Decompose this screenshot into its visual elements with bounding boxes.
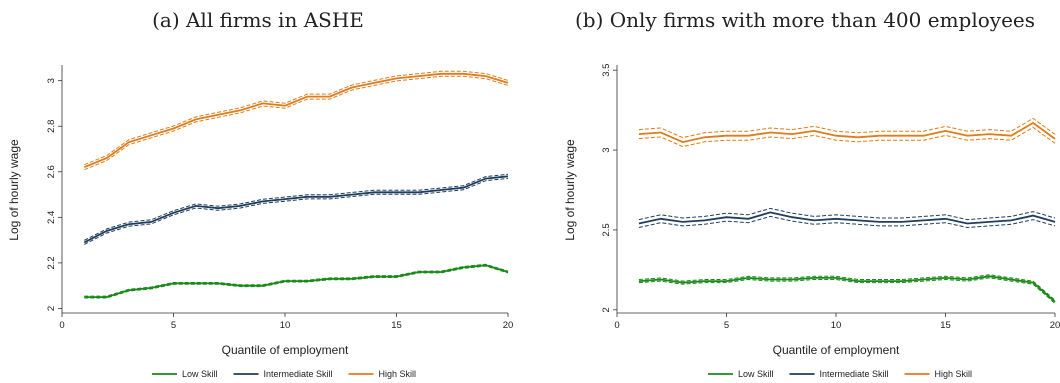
y-tick-label: 2.6 bbox=[46, 165, 57, 178]
series-high-skill-upper-ci bbox=[84, 70, 509, 166]
panel-b: (b) Only firms with more than 400 employ… bbox=[563, 8, 1060, 379]
x-tick-label: 10 bbox=[831, 320, 842, 331]
series-high-skill-line bbox=[83, 72, 509, 169]
series-low-skill-line bbox=[84, 264, 509, 299]
x-tick-label: 15 bbox=[391, 320, 402, 331]
x-tick-label: 5 bbox=[171, 320, 176, 331]
x-tick-label: 10 bbox=[280, 320, 291, 331]
panel-a: (a) All firms in ASHE 0 5 10 15 20 2 2.2 2.4 2.6 2… bbox=[7, 8, 513, 379]
series-intermediate-skill-lower-ci bbox=[84, 177, 509, 245]
series-high-skill-upper-ci bbox=[638, 117, 1056, 139]
legend-label-high-skill: High Skill bbox=[935, 369, 973, 379]
series-intermediate-skill-line bbox=[638, 211, 1056, 225]
series-intermediate-skill-lower-ci bbox=[638, 215, 1056, 229]
series-intermediate-skill-upper-ci bbox=[84, 173, 509, 241]
x-tick-label: 20 bbox=[503, 320, 514, 331]
y-tick-label: 2 bbox=[601, 307, 612, 312]
x-tick-label: 0 bbox=[614, 320, 619, 331]
series-intermediate-skill-upper-ci bbox=[638, 207, 1056, 221]
y-tick-label: 3 bbox=[46, 78, 57, 83]
legend: Low Skill Intermediate Skill High Skill bbox=[708, 369, 972, 379]
y-axis-title: Log of hourly wage bbox=[7, 139, 21, 241]
series-high-skill-lower-ci bbox=[638, 126, 1056, 148]
legend-label-high-skill: High Skill bbox=[379, 369, 417, 379]
x-tick-label: 20 bbox=[1050, 320, 1060, 331]
legend-label-intermediate-skill: Intermediate Skill bbox=[820, 369, 889, 379]
y-tick-label: 2.2 bbox=[46, 256, 57, 269]
y-tick-label: 2.8 bbox=[46, 120, 57, 133]
panel-title: (a) All firms in ASHE bbox=[152, 8, 364, 32]
legend-label-low-skill: Low Skill bbox=[182, 369, 218, 379]
series-high-skill-lower-ci bbox=[84, 75, 509, 171]
y-tick-label: 3.5 bbox=[601, 64, 612, 77]
legend: Low Skill Intermediate Skill High Skill bbox=[152, 369, 416, 379]
y-axis-title: Log of hourly wage bbox=[563, 139, 577, 241]
x-axis-title: Quantile of employment bbox=[773, 343, 900, 357]
x-tick-label: 15 bbox=[940, 320, 951, 331]
x-axis-title: Quantile of employment bbox=[222, 343, 349, 357]
y-tick-label: 3 bbox=[601, 147, 612, 152]
series-low-skill-line bbox=[638, 275, 1056, 303]
y-tick-label: 2.5 bbox=[601, 223, 612, 236]
y-tick-label: 2 bbox=[46, 306, 57, 311]
x-tick-label: 5 bbox=[724, 320, 729, 331]
x-tick-label: 0 bbox=[59, 320, 64, 331]
series-intermediate-skill-line bbox=[83, 175, 509, 244]
legend-label-low-skill: Low Skill bbox=[738, 369, 774, 379]
panel-title: (b) Only firms with more than 400 employ… bbox=[575, 8, 1035, 32]
y-tick-label: 2.4 bbox=[46, 211, 57, 224]
legend-label-intermediate-skill: Intermediate Skill bbox=[264, 369, 333, 379]
series-low-skill-lower-ci bbox=[638, 277, 1056, 304]
series-low-skill-upper-ci bbox=[638, 274, 1056, 301]
series-high-skill-line bbox=[638, 121, 1056, 144]
